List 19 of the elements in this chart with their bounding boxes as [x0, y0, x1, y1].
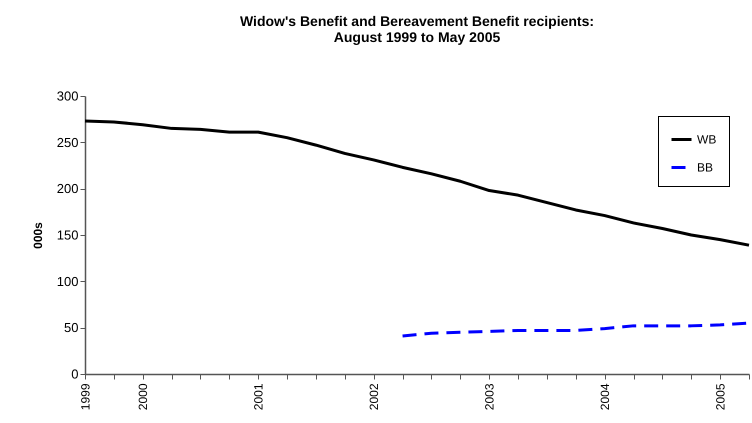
y-tick-label: 300 [56, 88, 78, 104]
y-tick-label: 150 [56, 228, 78, 242]
x-tick-label: 2003 [482, 383, 497, 410]
y-tick-label: 100 [56, 274, 78, 289]
x-tick-label: 2005 [714, 383, 728, 410]
y-tick-label: 0 [71, 366, 78, 382]
x-tick-label: 2001 [252, 383, 266, 410]
y-tick-label: 50 [64, 320, 78, 336]
x-tick-label: 2004 [598, 383, 612, 410]
x-tick-label: 2002 [367, 383, 382, 410]
legend-label: BB [697, 160, 714, 174]
x-tick-label: 2000 [136, 383, 150, 410]
line-series [84, 120, 750, 247]
x-tick-label: 1999 [78, 383, 92, 410]
y-axis-title: 000s [30, 222, 45, 249]
y-tick-label: 200 [56, 181, 78, 196]
chart-title: Widow's Benefit and Bereavement Benefit recipients: August 1999 to May 2005 [240, 13, 594, 45]
legend-label: WB [697, 132, 716, 146]
y-tick-label: 250 [56, 134, 78, 150]
